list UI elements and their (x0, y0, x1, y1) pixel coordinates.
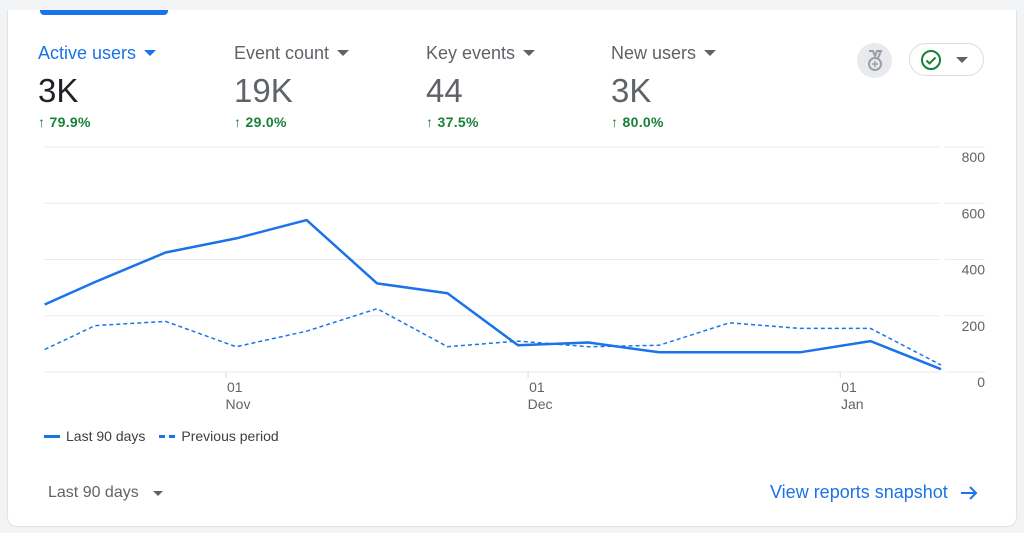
metric-label: New users (611, 42, 697, 63)
metric-label: Event count (234, 42, 330, 63)
selected-tab-indicator (40, 10, 168, 15)
metric-key-events[interactable]: Key events 44 ↑ 37.5% (426, 40, 536, 130)
x-tick-month: Jan (841, 396, 864, 412)
arrow-up-icon: ↑ (234, 114, 242, 130)
caret-down-icon (144, 50, 157, 56)
previous-period-line (44, 307, 942, 366)
metric-active-users[interactable]: Active users 3K ↑ 79.9% (38, 40, 157, 130)
x-tick-day: 01 (841, 379, 857, 395)
date-range-dropdown[interactable]: Last 90 days (48, 484, 163, 502)
status-dropdown[interactable] (909, 43, 984, 76)
view-reports-snapshot-link[interactable]: View reports snapshot (770, 482, 978, 503)
metric-value: 19K (234, 72, 293, 109)
check-circle-icon (921, 49, 941, 70)
y-tick-label: 400 (962, 262, 986, 278)
arrow-up-icon: ↑ (426, 114, 434, 130)
caret-down-icon (704, 50, 717, 56)
x-tick-month: Dec (528, 396, 553, 412)
legend-current: Last 90 days (66, 428, 146, 444)
overview-card (7, 10, 1017, 527)
y-tick-label: 800 (962, 149, 986, 165)
y-tick-label: 0 (977, 374, 985, 390)
x-tick-day: 01 (529, 379, 545, 395)
medal-icon[interactable] (857, 43, 892, 78)
last-90-days-line (44, 218, 942, 371)
metric-event-count[interactable]: Event count 19K ↑ 29.0% (234, 40, 350, 130)
metric-value: 3K (611, 72, 652, 109)
metric-new-users[interactable]: New users 3K ↑ 80.0% (611, 40, 717, 130)
x-tick-day: 01 (227, 379, 243, 395)
metric-delta: ↑ 80.0% (611, 114, 664, 130)
date-range-label: Last 90 days (48, 484, 139, 501)
metric-label: Key events (426, 42, 516, 63)
caret-down-icon (523, 50, 536, 56)
arrow-up-icon: ↑ (38, 114, 46, 130)
metric-delta: ↑ 29.0% (234, 114, 287, 130)
x-tick-month: Nov (226, 396, 251, 412)
metric-delta: ↑ 79.9% (38, 114, 91, 130)
solid-line-swatch (44, 434, 60, 438)
arrow-up-icon: ↑ (611, 114, 619, 130)
y-tick-label: 200 (962, 318, 986, 334)
legend-previous: Previous period (181, 428, 279, 444)
dashed-line-swatch (159, 434, 176, 438)
y-tick-label: 600 (962, 205, 986, 221)
caret-down-icon (337, 50, 350, 56)
metric-label: Active users (38, 42, 137, 63)
chart-legend: Last 90 days Previous period (44, 428, 279, 444)
metric-delta: ↑ 37.5% (426, 114, 479, 130)
caret-down-icon (152, 490, 163, 496)
metric-value: 3K (38, 72, 79, 109)
arrow-right-icon (960, 485, 978, 500)
caret-down-icon (956, 56, 968, 63)
metric-value: 44 (426, 72, 463, 109)
